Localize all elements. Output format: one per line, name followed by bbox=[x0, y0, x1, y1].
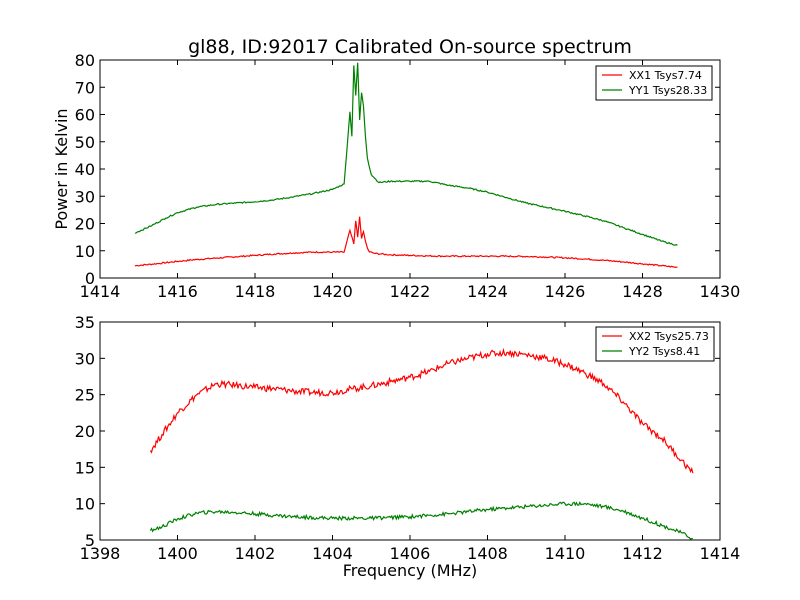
y-tick-label: 30 bbox=[75, 187, 95, 206]
y-tick-label: 10 bbox=[75, 495, 95, 514]
series-line-1-2 bbox=[134, 62, 678, 246]
series-line-2-1 bbox=[149, 347, 694, 474]
x-tick-label: 1398 bbox=[80, 544, 121, 563]
legend-2: XX2 Tsys25.73 YY2 Tsys8.41 bbox=[595, 326, 715, 362]
legend-box bbox=[595, 326, 715, 362]
x-tick-label: 1422 bbox=[390, 282, 431, 301]
x-tick-label: 1408 bbox=[467, 544, 508, 563]
x-tick-label: 1404 bbox=[312, 544, 353, 563]
y-tick-label: 70 bbox=[75, 78, 95, 97]
x-tick-label: 1428 bbox=[622, 282, 663, 301]
legend-label: XX2 Tsys25.73 bbox=[629, 330, 709, 343]
x-tick-label: 1414 bbox=[80, 282, 121, 301]
y-tick-label: 10 bbox=[75, 242, 95, 261]
y-tick-label: 5 bbox=[85, 531, 95, 550]
series-line-2-2 bbox=[149, 501, 693, 540]
y-tick-label: 50 bbox=[75, 133, 95, 152]
x-axis-label: Frequency (MHz) bbox=[343, 561, 477, 580]
x-tick-label: 1418 bbox=[235, 282, 276, 301]
y-tick-label: 60 bbox=[75, 106, 95, 125]
y-tick-label: 25 bbox=[75, 386, 95, 405]
x-tick-label: 1426 bbox=[545, 282, 586, 301]
y-tick-label: 20 bbox=[75, 215, 95, 234]
legend-label: YY1 Tsys28.33 bbox=[628, 84, 707, 97]
x-tick-label: 1416 bbox=[157, 282, 198, 301]
x-tick-label: 1410 bbox=[545, 544, 586, 563]
y-tick-label: 40 bbox=[75, 160, 95, 179]
y-tick-label: 15 bbox=[75, 458, 95, 477]
x-tick-label: 1402 bbox=[235, 544, 276, 563]
y-axis-label: Power in Kelvin bbox=[52, 108, 71, 229]
y-tick-label: 20 bbox=[75, 422, 95, 441]
figure-title: gl88, ID:92017 Calibrated On-source spec… bbox=[188, 36, 632, 58]
x-tick-label: 1414 bbox=[700, 544, 741, 563]
chart-1: 1414 1416 1418 1420 1422 1424 1426 1428 1430 0 10 2… bbox=[52, 51, 740, 301]
y-tick-label: 30 bbox=[75, 349, 95, 368]
legend-label: XX1 Tsys7.74 bbox=[629, 69, 702, 82]
x-tick-label: 1424 bbox=[467, 282, 508, 301]
x-tick-label: 1412 bbox=[622, 544, 663, 563]
chart-2: 1398 1400 1402 1404 1406 1408 1410 1412 1414 5 10 1… bbox=[75, 313, 741, 580]
charts-layer: 1414 1416 1418 1420 1422 1424 1426 1428 1430 0 10 2… bbox=[52, 51, 740, 580]
series-line-1-1 bbox=[134, 216, 678, 268]
y-tick-label: 0 bbox=[85, 269, 95, 288]
x-tick-label: 1406 bbox=[390, 544, 431, 563]
legend-1: XX1 Tsys7.74 YY1 Tsys28.33 bbox=[595, 65, 713, 101]
x-tick-label: 1420 bbox=[312, 282, 353, 301]
x-tick-label: 1400 bbox=[157, 544, 198, 563]
x-tick-label: 1430 bbox=[700, 282, 741, 301]
y-tick-label: 35 bbox=[75, 313, 95, 332]
legend-box bbox=[595, 65, 713, 101]
y-tick-label: 80 bbox=[75, 51, 95, 70]
legend-label: YY2 Tsys8.41 bbox=[628, 345, 700, 358]
